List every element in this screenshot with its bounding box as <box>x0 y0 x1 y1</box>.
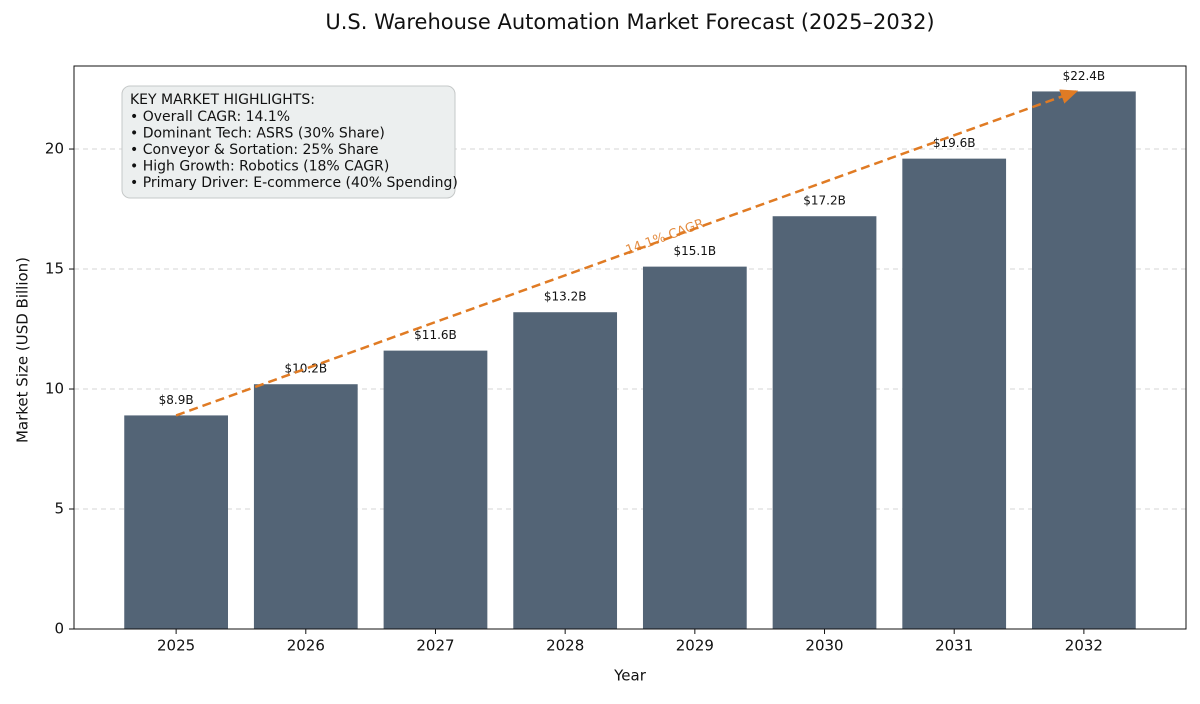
value-label: $13.2B <box>544 290 587 304</box>
value-label: $11.6B <box>414 328 457 342</box>
highlight-item: • Dominant Tech: ASRS (30% Share) <box>130 126 385 142</box>
y-axis-label: Market Size (USD Billion) <box>14 257 32 443</box>
value-label: $8.9B <box>159 393 194 407</box>
x-tick-label: 2030 <box>805 637 843 655</box>
value-label: $10.2B <box>285 362 328 376</box>
chart-title: U.S. Warehouse Automation Market Forecas… <box>325 10 934 34</box>
value-label: $17.2B <box>803 194 846 208</box>
highlight-item: • Conveyor & Sortation: 25% Share <box>130 142 378 158</box>
bar <box>124 415 228 629</box>
grid <box>74 148 1186 630</box>
x-tick-label: 2025 <box>157 637 195 655</box>
value-label: $19.6B <box>933 136 976 150</box>
bar <box>383 350 488 629</box>
x-tick-label: 2032 <box>1065 637 1103 655</box>
bar <box>1032 91 1136 630</box>
bar <box>642 266 747 629</box>
x-axis-label: Year <box>613 667 647 685</box>
value-label: $15.1B <box>674 244 717 258</box>
bar <box>513 312 618 629</box>
bars <box>124 91 1136 630</box>
highlights-box <box>121 85 456 199</box>
highlight-item: • Overall CAGR: 14.1% <box>130 109 290 125</box>
x-tick-label: 2027 <box>416 637 454 655</box>
highlights-title: KEY MARKET HIGHLIGHTS: <box>130 92 315 108</box>
x-tick-label: 2031 <box>935 637 973 655</box>
y-tick-label: 5 <box>54 500 64 518</box>
y-tick-label: 15 <box>45 260 64 278</box>
value-label: $22.4B <box>1063 69 1106 83</box>
x-tick-label: 2026 <box>287 637 325 655</box>
highlight-item: • High Growth: Robotics (18% CAGR) <box>130 159 389 175</box>
highlight-item: • Primary Driver: E-commerce (40% Spendi… <box>130 175 458 191</box>
bar <box>253 384 358 629</box>
y-tick-label: 10 <box>45 380 64 398</box>
x-tick-label: 2029 <box>676 637 714 655</box>
trend-arrow <box>175 89 1079 417</box>
bar <box>902 158 1007 629</box>
bar <box>772 216 877 630</box>
highlights: KEY MARKET HIGHLIGHTS:• Overall CAGR: 14… <box>130 92 458 191</box>
plot-frame <box>73 65 1187 630</box>
y-tick-label: 20 <box>45 140 64 158</box>
x-tick-label: 2028 <box>546 637 584 655</box>
y-tick-label: 0 <box>54 620 64 638</box>
